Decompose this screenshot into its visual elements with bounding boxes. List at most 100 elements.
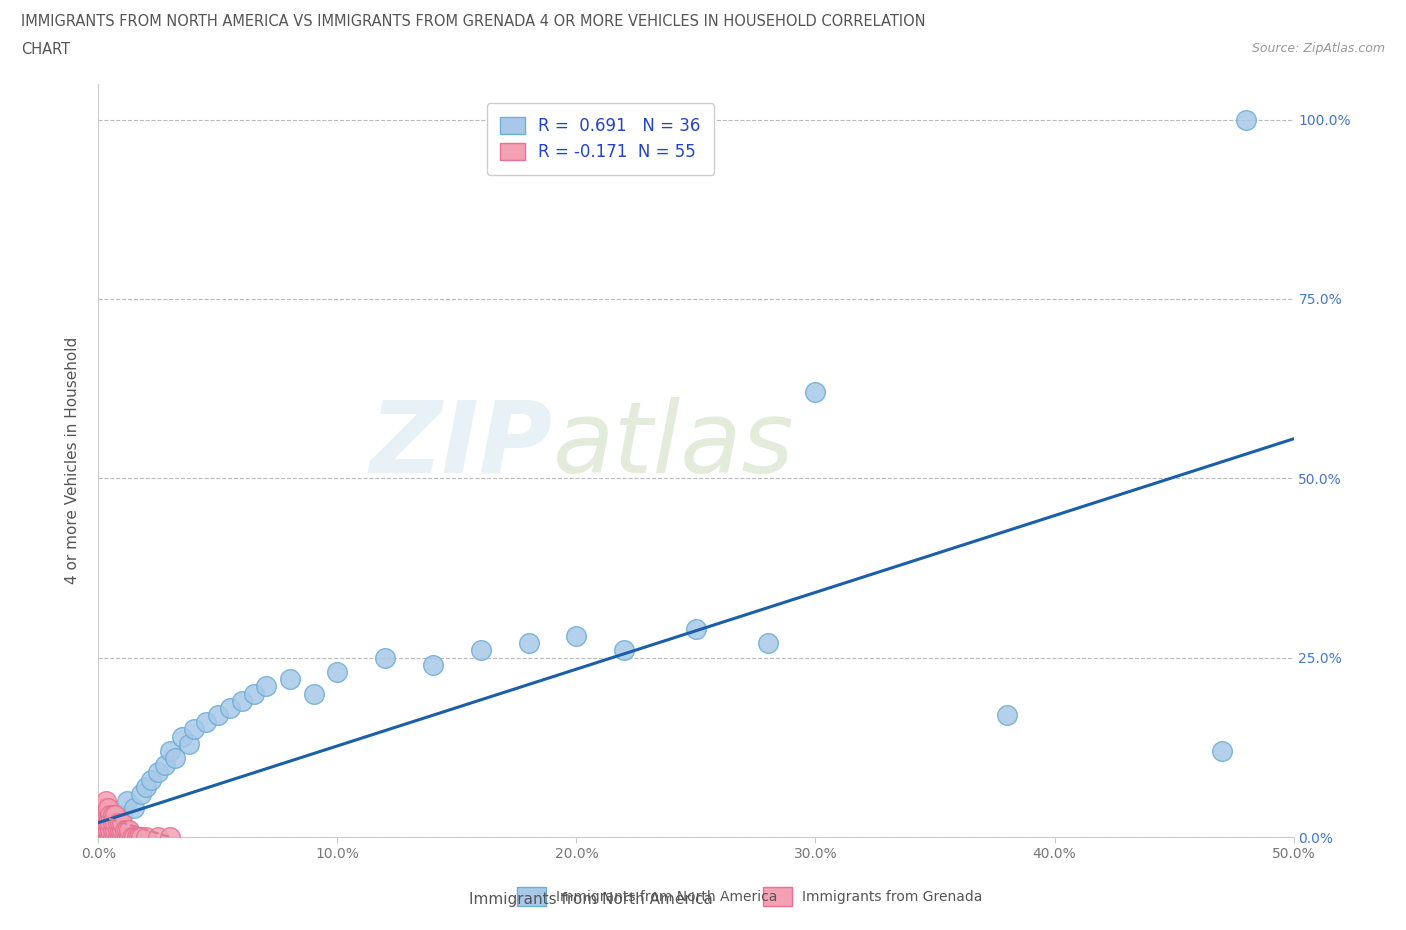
Point (104, 808, 127, 823)
Point (135, 779, 157, 794)
Point (231, 693, 253, 708)
Point (422, 658, 444, 672)
Point (94, 816, 117, 830)
Point (118, 830, 141, 844)
Point (756, 636, 779, 651)
Point (613, 643, 636, 658)
Point (91, 822, 114, 837)
Point (91, 808, 114, 823)
Point (97, 830, 120, 844)
Point (115, 793, 138, 808)
Point (101, 822, 124, 837)
Text: Immigrants from North America: Immigrants from North America (557, 889, 778, 904)
Point (131, 830, 153, 844)
Point (114, 822, 136, 837)
Point (124, 830, 146, 844)
Point (91, 830, 114, 844)
Text: atlas: atlas (553, 397, 794, 494)
Point (131, 787, 153, 802)
Point (163, 751, 186, 765)
Point (94, 822, 117, 837)
Point (107, 822, 129, 837)
Point (111, 816, 134, 830)
Point (97, 801, 120, 816)
Point (195, 715, 218, 730)
Point (517, 636, 540, 651)
Y-axis label: 4 or more Vehicles in Household: 4 or more Vehicles in Household (65, 337, 80, 584)
Point (1234, 113, 1257, 127)
Point (685, 621, 707, 636)
Point (97, 808, 120, 823)
Point (155, 758, 177, 773)
Point (278, 671, 301, 686)
Point (104, 816, 127, 830)
Point (121, 830, 143, 844)
Text: Immigrants from North America: Immigrants from North America (468, 892, 713, 907)
Point (94, 801, 117, 816)
Point (243, 686, 266, 701)
Point (98, 822, 122, 837)
Point (118, 822, 141, 837)
Point (94, 830, 117, 844)
Text: Immigrants from Grenada: Immigrants from Grenada (801, 889, 983, 904)
Text: ZIP: ZIP (370, 397, 553, 494)
Point (148, 830, 170, 844)
Point (98, 816, 122, 830)
Point (179, 737, 201, 751)
Point (115, 822, 138, 837)
Point (804, 385, 827, 400)
Point (94, 793, 117, 808)
Legend: R =  0.691   N = 36, R = -0.171  N = 55: R = 0.691 N = 36, R = -0.171 N = 55 (486, 103, 714, 175)
Point (107, 830, 129, 844)
Point (98, 808, 122, 823)
Point (90, 808, 112, 823)
Point (108, 830, 131, 844)
Point (159, 743, 181, 758)
Point (254, 679, 277, 694)
Point (111, 830, 134, 844)
Point (91, 816, 114, 830)
Bar (762, 887, 793, 906)
Point (107, 822, 129, 837)
Point (172, 729, 194, 744)
Point (97, 816, 120, 830)
Point (374, 650, 396, 665)
Point (90, 830, 112, 844)
Point (124, 801, 146, 816)
Bar (517, 887, 546, 906)
Point (98, 830, 122, 844)
Point (125, 830, 148, 844)
Point (135, 830, 157, 844)
Point (101, 808, 124, 823)
Point (98, 816, 122, 830)
Point (114, 830, 136, 844)
Point (111, 808, 134, 823)
Point (159, 830, 181, 844)
Point (101, 830, 124, 844)
Point (90, 822, 112, 837)
Point (107, 816, 129, 830)
Point (1211, 743, 1233, 758)
Point (219, 700, 242, 715)
Point (128, 830, 150, 844)
Point (97, 822, 120, 837)
Point (183, 722, 205, 737)
Point (326, 665, 349, 680)
Text: IMMIGRANTS FROM NORTH AMERICA VS IMMIGRANTS FROM GRENADA 4 OR MORE VEHICLES IN H: IMMIGRANTS FROM NORTH AMERICA VS IMMIGRA… (21, 14, 925, 29)
Text: CHART: CHART (21, 42, 70, 57)
Point (101, 816, 124, 830)
Point (470, 643, 492, 658)
Point (148, 765, 170, 780)
Point (139, 772, 162, 787)
Point (104, 822, 127, 837)
Point (104, 830, 127, 844)
Point (108, 822, 131, 837)
Text: Source: ZipAtlas.com: Source: ZipAtlas.com (1251, 42, 1385, 55)
Point (94, 808, 117, 823)
Point (115, 830, 138, 844)
Point (302, 686, 325, 701)
Point (207, 708, 229, 723)
Point (111, 822, 134, 837)
Point (91, 801, 114, 816)
Point (108, 816, 131, 830)
